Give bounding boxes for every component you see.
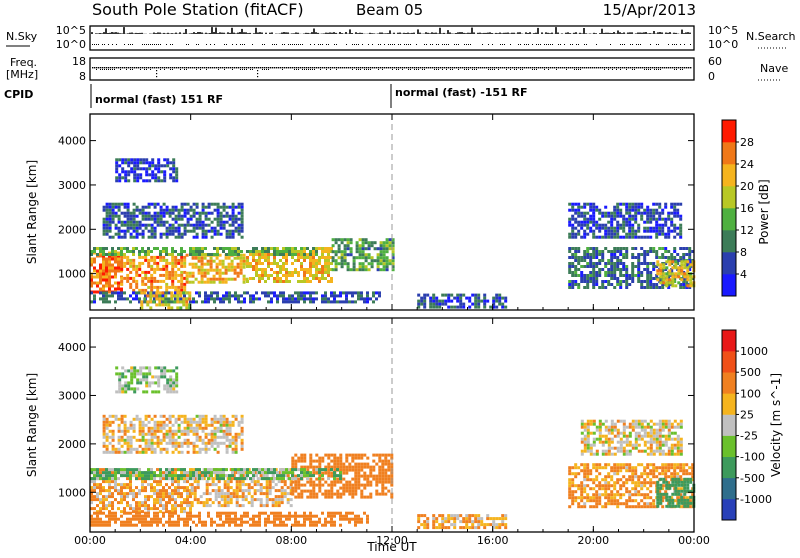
y-tick-label: 2000 [58, 438, 86, 451]
colorbar-swatch [722, 478, 736, 499]
nsearch-tick-high: 10^5 [708, 24, 738, 37]
nave-tick-low: 0 [708, 70, 715, 83]
velocity-ylabel: Slant Range [km] [25, 373, 39, 477]
y-tick-label: 4000 [58, 341, 86, 354]
freq-tick-high: 18 [72, 55, 86, 68]
y-tick-label: 1000 [58, 268, 86, 281]
beam-label: Beam 05 [356, 1, 423, 19]
freq-unit-label: [MHz] [6, 68, 38, 81]
colorbar-tick-label: 8 [740, 246, 747, 259]
x-tick-label: 16:00 [477, 534, 509, 547]
power-data [90, 158, 695, 309]
nave-tick-high: 60 [708, 55, 722, 68]
y-tick-label: 2000 [58, 223, 86, 236]
x-tick-label: 08:00 [275, 534, 307, 547]
heatmap-band [332, 238, 395, 271]
y-tick-label: 3000 [58, 179, 86, 192]
station-title: South Pole Station (fitACF) [92, 0, 304, 19]
colorbar-tick-label: 4 [740, 268, 747, 281]
heatmap-band [120, 256, 186, 292]
y-tick-label: 1000 [58, 486, 86, 499]
heatmap-band [656, 478, 695, 508]
colorbar-swatch [722, 499, 736, 520]
colorbar-swatch [722, 120, 736, 142]
nave-label: Nave [760, 62, 788, 75]
velocity-colorbar-label: Velocity [m s^-1] [769, 373, 783, 477]
nsky-tick-low: 10^0 [56, 38, 86, 51]
colorbar-tick-label: -500 [740, 472, 765, 485]
colorbar-swatch [722, 393, 736, 414]
nsky-label: N.Sky [6, 30, 38, 43]
colorbar-swatch [722, 351, 736, 372]
x-axis-label: Time UT [366, 540, 417, 554]
nsky-panel-frame [90, 26, 694, 50]
heatmap-band [90, 291, 381, 303]
colorbar-tick-label: 100 [740, 387, 761, 400]
heatmap-band [103, 415, 244, 454]
x-tick-label: 00:00 [678, 534, 710, 547]
x-tick-label: 04:00 [175, 534, 207, 547]
heatmap-band [115, 366, 178, 393]
colorbar-swatch [722, 457, 736, 478]
colorbar-swatch [722, 330, 736, 351]
colorbar-tick-label: 12 [740, 224, 754, 237]
colorbar-tick-label: 20 [740, 180, 754, 193]
heatmap-band [103, 203, 244, 239]
colorbar-swatch [722, 208, 736, 230]
colorbar-tick-label: -25 [740, 430, 758, 443]
colorbar-swatch [722, 274, 736, 296]
freq-tick-low: 8 [79, 70, 86, 83]
velocity-data [90, 366, 695, 529]
y-tick-label: 4000 [58, 135, 86, 148]
colorbar-tick-label: 25 [740, 408, 754, 421]
colorbar-swatch [722, 164, 736, 186]
x-tick-label: 00:00 [74, 534, 106, 547]
colorbar-swatch [722, 230, 736, 252]
date-label: 15/Apr/2013 [603, 1, 696, 19]
x-tick-label: 20:00 [577, 534, 609, 547]
heatmap-band [90, 512, 369, 527]
cpid-segment-1: normal (fast) 151 RF [95, 93, 223, 106]
cpid-label: CPID [4, 88, 33, 101]
nsearch-label: N.Search [746, 30, 796, 43]
colorbar-swatch [722, 142, 736, 164]
colorbar-swatch [722, 186, 736, 208]
colorbar-tick-label: 24 [740, 158, 754, 171]
colorbar-tick-label: 1000 [740, 345, 768, 358]
heatmap-band [90, 252, 123, 294]
colorbar-swatch [722, 372, 736, 393]
freq-trace [92, 67, 691, 77]
colorbar-swatch [722, 414, 736, 435]
colorbar-tick-label: 500 [740, 366, 761, 379]
colorbar-tick-label: 16 [740, 202, 754, 215]
heatmap-band [417, 514, 507, 529]
heatmap-band [417, 294, 507, 309]
colorbar-swatch [722, 436, 736, 457]
nsky-trace [92, 27, 691, 45]
heatmap-band [115, 158, 178, 182]
colorbar-tick-label: 28 [740, 136, 754, 149]
colorbar-swatch [722, 252, 736, 274]
heatmap-band [186, 254, 249, 284]
nsearch-tick-low: 10^0 [708, 38, 738, 51]
velocity-colorbar: 1000 500 100 25 -25 -100 -500 -1000 [722, 330, 772, 520]
nsky-tick-high: 10^5 [56, 24, 86, 37]
power-colorbar: 4 8 12 16 20 24 28 [722, 120, 754, 296]
colorbar-tick-label: -1000 [740, 493, 772, 506]
heatmap-band [568, 203, 682, 239]
y-tick-label: 3000 [58, 389, 86, 402]
colorbar-tick-label: -100 [740, 451, 765, 464]
power-ylabel: Slant Range [km] [25, 160, 39, 264]
cpid-segment-2: normal (fast) -151 RF [395, 86, 528, 99]
power-colorbar-label: Power [dB] [757, 179, 771, 244]
heatmap-band [581, 420, 683, 456]
